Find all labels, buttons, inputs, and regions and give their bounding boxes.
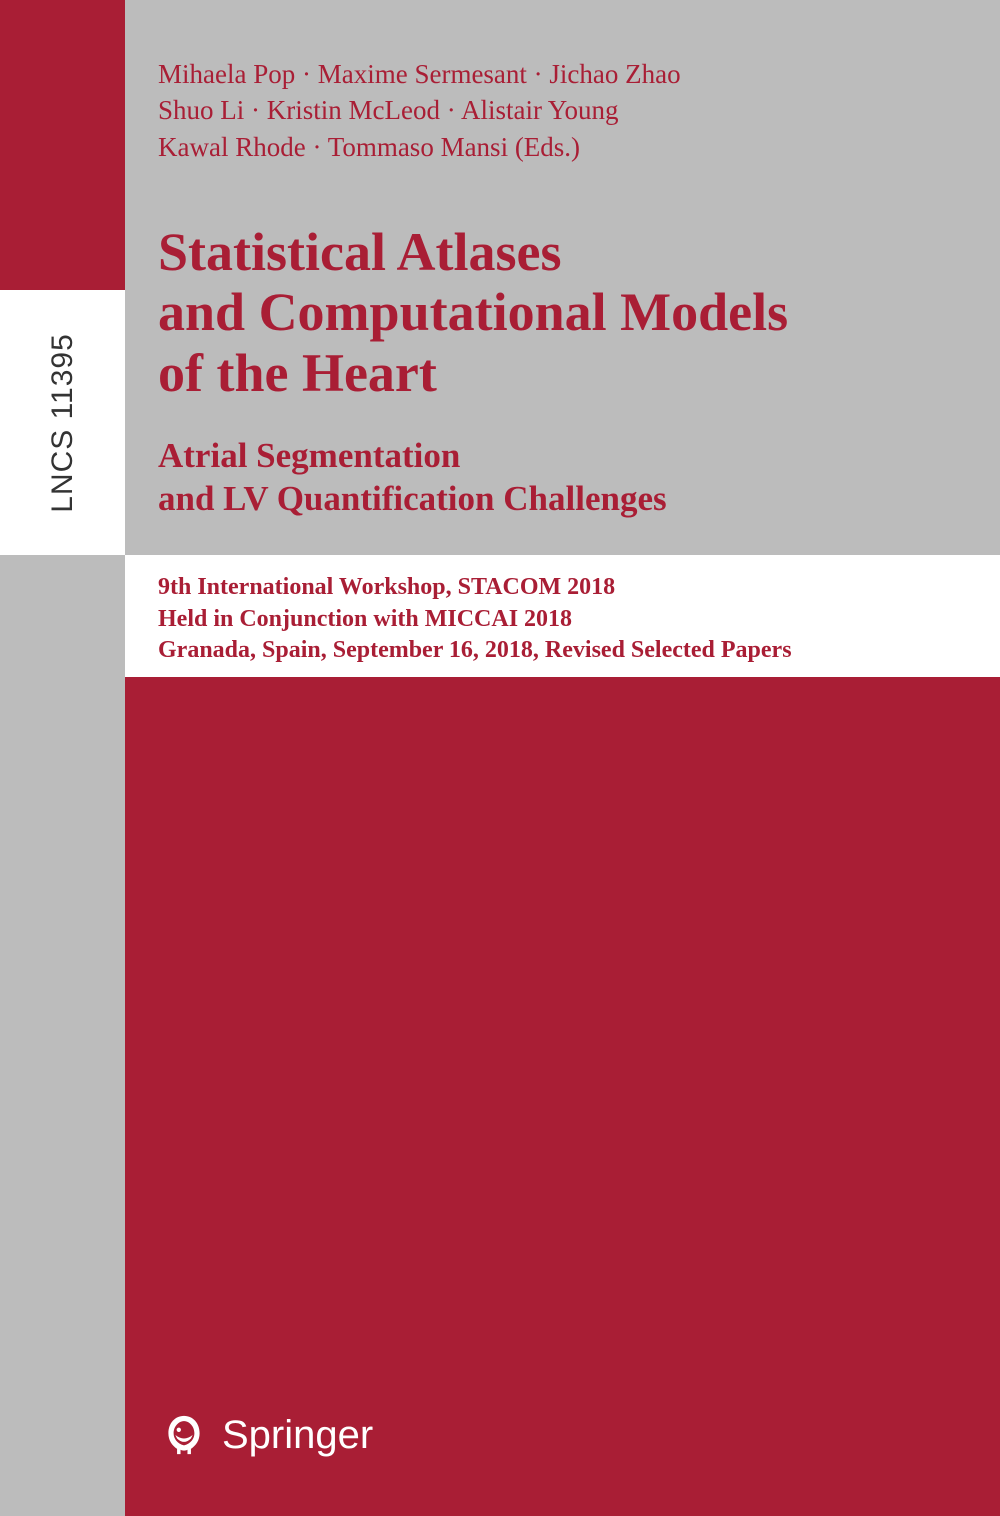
left-gray-bar — [0, 555, 125, 1516]
title-line: and Computational Models — [158, 282, 960, 342]
publisher-block: Springer — [158, 1409, 373, 1461]
book-cover: LNCS 11395 Mihaela Pop · Maxime Sermesan… — [0, 0, 1000, 1516]
conference-info: 9th International Workshop, STACOM 2018 … — [158, 572, 960, 667]
left-red-bar — [0, 0, 125, 290]
editors-block: Mihaela Pop · Maxime Sermesant · Jichao … — [158, 56, 960, 165]
subtitle: Atrial Segmentation and LV Quantificatio… — [158, 435, 960, 520]
springer-horse-icon — [158, 1409, 210, 1461]
publisher-name: Springer — [222, 1413, 373, 1458]
subtitle-line: Atrial Segmentation — [158, 435, 960, 478]
conf-line: Held in Conjunction with MICCAI 2018 — [158, 604, 960, 636]
editors-line: Shuo Li · Kristin McLeod · Alistair Youn… — [158, 92, 960, 128]
title-main: Statistical Atlases and Computational Mo… — [158, 222, 960, 403]
conf-line: 9th International Workshop, STACOM 2018 — [158, 572, 960, 604]
editors-line: Kawal Rhode · Tommaso Mansi (Eds.) — [158, 129, 960, 165]
bottom-red-block — [125, 677, 1000, 1516]
spine-white-block: LNCS 11395 — [0, 290, 125, 555]
title-line: Statistical Atlases — [158, 222, 960, 282]
subtitle-line: and LV Quantification Challenges — [158, 478, 960, 521]
title-line: of the Heart — [158, 343, 960, 403]
series-label: LNCS 11395 — [46, 333, 80, 513]
conf-line: Granada, Spain, September 16, 2018, Revi… — [158, 635, 960, 667]
editors-line: Mihaela Pop · Maxime Sermesant · Jichao … — [158, 56, 960, 92]
